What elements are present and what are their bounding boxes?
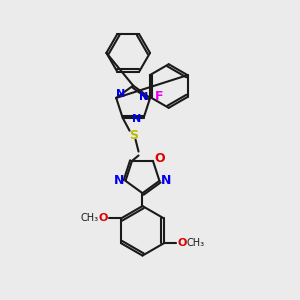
Text: O: O bbox=[98, 213, 108, 224]
Text: S: S bbox=[129, 129, 138, 142]
Text: CH₃: CH₃ bbox=[187, 238, 205, 248]
Text: CH₃: CH₃ bbox=[80, 213, 98, 224]
Text: N: N bbox=[113, 174, 124, 187]
Text: F: F bbox=[154, 90, 163, 104]
Text: N: N bbox=[116, 89, 125, 99]
Text: N: N bbox=[161, 174, 172, 187]
Text: O: O bbox=[154, 152, 165, 165]
Text: N: N bbox=[132, 114, 141, 124]
Text: N: N bbox=[139, 92, 148, 102]
Text: O: O bbox=[177, 238, 187, 248]
